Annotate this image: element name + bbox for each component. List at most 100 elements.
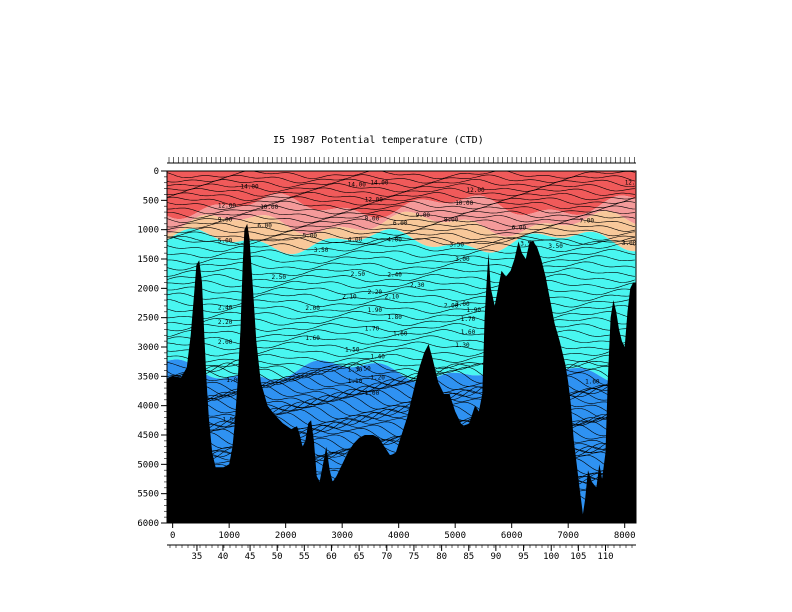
x-tick-label: 4000: [388, 531, 410, 541]
contour-label: 14.00: [241, 184, 259, 191]
y-axis-depth: 0 500 1000 1500 2000 2500 3000 3500 4000 4500 5000…: [137, 167, 167, 529]
contour-label: 9.00: [416, 212, 431, 219]
contour-label: 3.50: [450, 242, 465, 249]
contour-label: 1.60: [585, 378, 600, 385]
contour-label: 1.80: [387, 314, 402, 321]
secondary-tick-label: 95: [518, 552, 529, 562]
contour-label: 12.00: [467, 187, 485, 194]
secondary-tick-label: 75: [409, 552, 420, 562]
y-tick-label: 6000: [137, 519, 159, 529]
contour-label: 3.00: [622, 240, 637, 247]
station-marker-axis: [167, 157, 636, 164]
contour-label: 1.60: [305, 335, 320, 342]
y-tick-label: 0: [154, 167, 159, 177]
contour-label: 2.30: [410, 282, 425, 289]
x-tick-label: 0: [170, 531, 175, 541]
isotherm-line: [167, 209, 635, 219]
contour-label: 9.00: [218, 217, 233, 224]
contour-label: 8.00: [365, 215, 380, 222]
contour-label: 14.00: [370, 180, 388, 187]
contour-label: 1.00: [365, 390, 380, 397]
contour-label: 8.00: [444, 217, 459, 224]
contour-label: 5.00: [303, 232, 318, 239]
contour-label: 2.10: [385, 293, 400, 300]
y-tick-label: 5500: [137, 490, 159, 500]
contour-label: 1.90: [467, 307, 482, 314]
contour-label: 6.00: [257, 222, 272, 229]
secondary-tick-label: 50: [272, 552, 283, 562]
x-tick-label: 3000: [331, 531, 353, 541]
contour-label: 4.00: [348, 236, 363, 243]
contour-label: 1.30: [455, 342, 470, 349]
contour-label: 1.50: [222, 417, 237, 424]
contour-label: 2.50: [351, 271, 366, 278]
x-tick-label: 5000: [444, 531, 466, 541]
isotherm-line: [167, 222, 635, 232]
x-tick-label: 6000: [501, 531, 523, 541]
contour-label: 1.40: [370, 354, 385, 361]
contour-label: 1.10: [348, 378, 363, 385]
contour-label: 3.00: [455, 256, 470, 263]
isotherm-line: [167, 183, 635, 193]
contour-label: 3.50: [548, 243, 563, 250]
contour-label: 4.00: [387, 236, 402, 243]
y-tick-label: 2000: [137, 284, 159, 294]
x-tick-label: 1000: [218, 531, 240, 541]
chart-title: I5 1987 Potential temperature (CTD): [273, 135, 484, 146]
x-tick-label: 2000: [275, 531, 297, 541]
y-tick-label: 2500: [137, 314, 159, 324]
x-tick-label: 7000: [557, 531, 579, 541]
contour-label: 1.30: [348, 367, 363, 374]
contour-label: 2.10: [342, 293, 357, 300]
y-tick-label: 3500: [137, 372, 159, 382]
secondary-tick-label: 100: [543, 552, 559, 562]
contour-label: 2.00: [455, 301, 470, 308]
x-axis-secondary: 35 40 45 50 55 60 65 70 75 80 85 90 95 100 105 110: [167, 544, 636, 562]
contour-label: 3.50: [314, 247, 329, 254]
y-tick-label: 5000: [137, 460, 159, 470]
contour-label: 7.00: [580, 218, 595, 225]
contour-label: 10.00: [455, 200, 473, 207]
contour-label: 6.00: [393, 220, 408, 227]
contour-label: 14.00: [348, 181, 366, 188]
contour-label: 3.50: [520, 241, 535, 248]
y-tick-label: 3000: [137, 343, 159, 353]
contour-label: 1.00: [226, 377, 241, 384]
contour-label: 2.20: [368, 289, 383, 296]
contour-label: 2.40: [218, 305, 233, 312]
contour-label: 1.60: [461, 329, 476, 336]
temperature-band: [167, 210, 636, 255]
contour-label: 12.00: [625, 180, 643, 187]
secondary-tick-label: 65: [354, 552, 365, 562]
contour-label: 12.00: [365, 197, 383, 204]
contour-label: 2.00: [444, 303, 459, 310]
contour-label: 2.20: [218, 319, 233, 326]
contour-label: 6.00: [512, 225, 527, 232]
isotherm-line: [167, 200, 635, 210]
isotherm-line: [167, 205, 635, 215]
secondary-tick-label: 40: [218, 552, 229, 562]
isotherm-line: [167, 178, 635, 188]
x-tick-label: 8000: [614, 531, 636, 541]
contour-label: 5.00: [218, 238, 233, 245]
isotherm-line: [167, 196, 635, 206]
contour-label: 2.50: [272, 274, 287, 281]
y-tick-label: 1500: [137, 255, 159, 265]
secondary-tick-label: 45: [245, 552, 256, 562]
secondary-tick-label: 90: [490, 552, 501, 562]
secondary-tick-label: 80: [436, 552, 447, 562]
contour-label: 1.70: [461, 316, 476, 323]
secondary-tick-label: 105: [570, 552, 586, 562]
contour-label: 2.40: [387, 272, 402, 279]
y-tick-label: 4000: [137, 402, 159, 412]
secondary-tick-label: 35: [192, 552, 203, 562]
secondary-tick-label: 110: [597, 552, 613, 562]
secondary-tick-label: 85: [463, 552, 474, 562]
isotherm-line: [167, 187, 635, 197]
y-tick-label: 1000: [137, 226, 159, 236]
contour-label: 1.50: [345, 347, 360, 354]
contour-labels: 14.00 14.00 14.00 12.00 12.00 12.00 12.00 10.00…: [218, 180, 643, 424]
secondary-tick-label: 55: [299, 552, 310, 562]
y-tick-label: 4500: [137, 431, 159, 441]
